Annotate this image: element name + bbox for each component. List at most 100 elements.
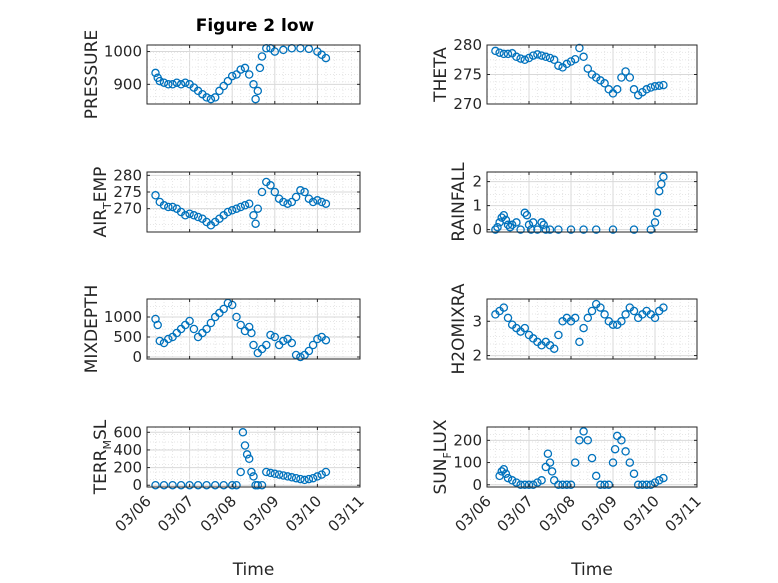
data-point bbox=[262, 467, 271, 477]
y-tick-label: 1000 bbox=[104, 308, 142, 326]
data-point bbox=[210, 93, 220, 102]
y-tick-label: 0 bbox=[472, 476, 482, 494]
x-tick-label: 03/09 bbox=[578, 492, 621, 535]
data-point bbox=[541, 52, 551, 62]
data-point bbox=[608, 225, 618, 234]
data-point bbox=[533, 478, 542, 487]
data-point bbox=[621, 447, 630, 456]
data-point bbox=[151, 68, 160, 78]
data-point bbox=[600, 310, 609, 319]
data-point bbox=[304, 346, 314, 356]
data-point bbox=[499, 49, 509, 59]
axes-box-mixdepth bbox=[146, 298, 361, 360]
data-point bbox=[215, 86, 224, 96]
data-point bbox=[255, 63, 265, 73]
data-point bbox=[612, 431, 622, 441]
data-point bbox=[503, 473, 513, 483]
data-point bbox=[579, 427, 588, 436]
data-point bbox=[650, 313, 660, 323]
data-point bbox=[503, 220, 513, 230]
data-point bbox=[185, 209, 194, 218]
data-point bbox=[650, 82, 660, 91]
data-point bbox=[600, 79, 609, 88]
x-axis-label: Time bbox=[570, 560, 613, 580]
y-tick-label: 0 bbox=[472, 221, 482, 239]
data-point bbox=[549, 476, 559, 485]
data-point bbox=[596, 76, 605, 85]
data-point bbox=[236, 202, 245, 212]
data-point bbox=[520, 55, 530, 65]
data-point bbox=[249, 472, 258, 481]
y-tick-label: 2 bbox=[472, 173, 482, 191]
grid-sun-flux bbox=[487, 427, 697, 487]
y-tick-label: 270 bbox=[453, 95, 482, 113]
axes-box-h2omixra bbox=[486, 298, 698, 360]
data-point bbox=[172, 78, 182, 87]
panel-sun-flux: 0 100 200SUNFLUX03/0603/0703/0803/0903/100… bbox=[431, 419, 705, 580]
data-point bbox=[304, 474, 314, 484]
markers-sun-flux bbox=[495, 427, 668, 490]
x-tick-label: 03/11 bbox=[325, 492, 368, 535]
grid-rainfall bbox=[487, 172, 697, 232]
data-point bbox=[547, 467, 557, 476]
data-point bbox=[520, 208, 530, 218]
x-tick-label: 03/10 bbox=[620, 492, 663, 535]
y-tick-label: 0 bbox=[132, 476, 142, 494]
data-point bbox=[240, 441, 250, 450]
data-point bbox=[617, 73, 626, 82]
data-point bbox=[659, 172, 668, 182]
data-point bbox=[159, 480, 169, 490]
data-point bbox=[176, 480, 186, 490]
y-tick-label: 1000 bbox=[104, 43, 142, 61]
data-point bbox=[232, 312, 241, 322]
data-point bbox=[625, 73, 635, 82]
data-point bbox=[313, 334, 322, 344]
y-axis-label-pressure: PRESSURE bbox=[82, 30, 102, 119]
markers-h2omixra bbox=[491, 299, 668, 353]
x-tick-label: 03/06 bbox=[112, 492, 155, 535]
y-tick-label: 600 bbox=[113, 423, 142, 441]
data-point bbox=[539, 220, 548, 230]
data-point bbox=[596, 303, 605, 312]
data-point bbox=[251, 94, 260, 104]
data-point bbox=[253, 480, 263, 490]
data-point bbox=[236, 65, 245, 74]
data-point bbox=[537, 218, 546, 227]
data-point bbox=[621, 310, 630, 319]
y-axis-label-theta: THETA bbox=[431, 47, 451, 103]
y-tick-label: 200 bbox=[113, 459, 142, 477]
data-point bbox=[570, 458, 580, 467]
data-point bbox=[232, 70, 241, 79]
y-tick-label: 2 bbox=[472, 347, 482, 365]
y-tick-label: 270 bbox=[113, 200, 142, 218]
y-tick-label: 400 bbox=[113, 441, 142, 459]
data-point bbox=[300, 187, 309, 197]
axes-box-sun-flux bbox=[486, 426, 698, 488]
data-point bbox=[575, 43, 584, 53]
y-tick-label: 275 bbox=[453, 66, 482, 84]
x-tick-label: 03/06 bbox=[452, 492, 495, 535]
data-point bbox=[545, 53, 555, 63]
data-point bbox=[497, 467, 506, 476]
data-point bbox=[591, 471, 601, 481]
grid-pressure bbox=[147, 45, 360, 104]
data-point bbox=[202, 93, 211, 102]
data-point bbox=[617, 317, 626, 326]
data-point bbox=[659, 473, 668, 483]
data-point bbox=[240, 63, 250, 73]
data-point bbox=[232, 204, 241, 213]
data-point bbox=[638, 480, 647, 490]
data-point bbox=[308, 197, 318, 207]
data-point bbox=[279, 336, 288, 346]
y-tick-label: 275 bbox=[113, 183, 142, 201]
figure-title: Figure 2 low bbox=[196, 16, 315, 36]
data-point bbox=[249, 340, 258, 350]
data-point bbox=[283, 199, 292, 208]
data-point bbox=[646, 225, 656, 234]
data-point bbox=[575, 436, 584, 445]
